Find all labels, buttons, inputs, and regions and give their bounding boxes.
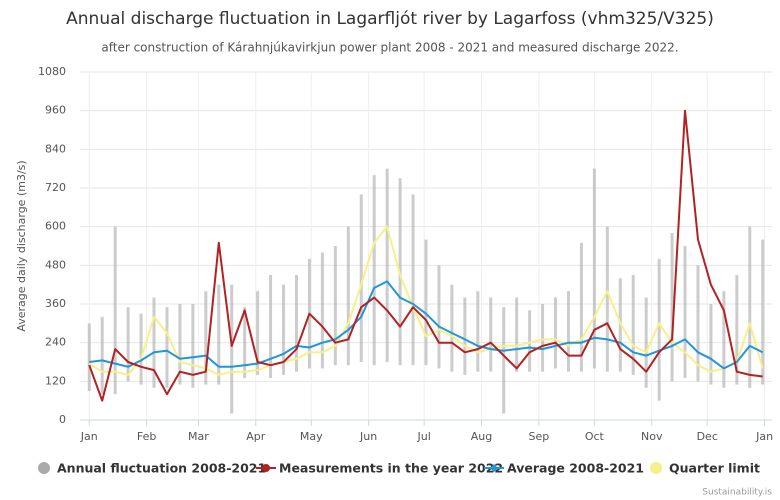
range-bar (722, 291, 726, 388)
range-bar (735, 275, 739, 385)
legend-label: Measurements in the year 2022 (279, 461, 503, 476)
range-bar (139, 313, 143, 385)
legend-symbol (650, 462, 662, 474)
range-bar (359, 194, 363, 362)
series-line (88, 225, 764, 376)
y-tick-label: 960 (45, 104, 66, 117)
range-bar (566, 291, 570, 372)
legend-label: Average 2008-2021 (507, 461, 644, 476)
range-bar (476, 291, 480, 372)
legend-symbol (262, 464, 270, 472)
y-tick-label: 0 (59, 413, 66, 426)
credits: Sustainability.is (702, 488, 772, 498)
range-bar (165, 307, 169, 388)
range-bar (502, 307, 506, 414)
range-bar (87, 323, 91, 391)
range-bar (100, 316, 104, 395)
x-tick-label: Dec (697, 430, 718, 443)
range-bar (230, 284, 234, 414)
range-bar (670, 233, 674, 382)
x-tick-label: Jan (80, 430, 98, 443)
range-bar (346, 226, 350, 366)
range-bar (437, 265, 441, 369)
range-bar (657, 258, 661, 401)
range-bar (294, 275, 298, 372)
x-tick-label: May (300, 430, 323, 443)
series-line (88, 109, 763, 402)
legend-symbol (38, 462, 50, 474)
range-bar (372, 175, 376, 366)
y-tick-label: 1080 (38, 65, 66, 78)
y-tick-label: 840 (45, 142, 66, 155)
range-bar (282, 284, 286, 375)
x-tick-label: Mar (188, 430, 209, 443)
x-tick-label: Apr (246, 430, 266, 443)
range-bar (126, 307, 130, 382)
range-bar (515, 297, 519, 372)
range-bar (631, 275, 635, 375)
range-bar (761, 239, 765, 385)
range-bar (243, 307, 247, 379)
y-tick-label: 480 (45, 258, 66, 271)
range-bar (644, 297, 648, 388)
range-bar (696, 265, 700, 382)
y-tick-label: 360 (45, 297, 66, 310)
legend-label: Quarter limit (669, 461, 760, 476)
range-bar (217, 284, 221, 385)
legend-symbol (490, 464, 498, 472)
y-tick-label: 120 (45, 374, 66, 387)
x-tick-label: Jul (417, 430, 431, 443)
chart-title: Annual discharge fluctuation in Lagarflj… (66, 9, 714, 29)
x-tick-label: Jun (359, 430, 377, 443)
chart-subtitle: after construction of Kárahnjúkavirkjun … (101, 41, 678, 55)
range-bar (579, 242, 583, 372)
range-bar (709, 304, 713, 385)
range-bar (450, 284, 454, 372)
range-bar (554, 297, 558, 369)
range-bar (178, 304, 182, 385)
range-bar (333, 246, 337, 366)
x-tick-label: Oct (585, 430, 605, 443)
x-tick-label: Feb (137, 430, 156, 443)
y-axis-title: Average daily discharge (m3/s) (15, 160, 28, 331)
range-bar (748, 226, 752, 388)
range-bar (191, 304, 195, 388)
range-bar (528, 310, 532, 372)
series-line (89, 280, 764, 370)
legend-label: Annual fluctuation 2008-2021 (57, 461, 266, 476)
range-bar (411, 194, 415, 366)
range-bar (269, 275, 273, 379)
range-bar (683, 246, 687, 379)
range-bar (605, 226, 609, 372)
range-bar (424, 239, 428, 366)
y-tick-label: 720 (45, 181, 66, 194)
range-bar (489, 297, 493, 372)
range-bar (204, 291, 208, 385)
range-bar (463, 297, 467, 375)
range-bar (256, 291, 260, 375)
range-bar (541, 304, 545, 372)
range-bar (592, 168, 596, 369)
x-tick-label: Nov (641, 430, 663, 443)
y-tick-label: 600 (45, 220, 66, 233)
x-tick-label: Jan (755, 430, 773, 443)
x-tick-label: Sep (528, 430, 549, 443)
range-bar (385, 168, 389, 362)
y-tick-label: 240 (45, 336, 66, 349)
range-bar (152, 297, 156, 388)
range-bar (320, 252, 324, 369)
range-bar (113, 226, 117, 395)
x-tick-label: Aug (471, 430, 492, 443)
